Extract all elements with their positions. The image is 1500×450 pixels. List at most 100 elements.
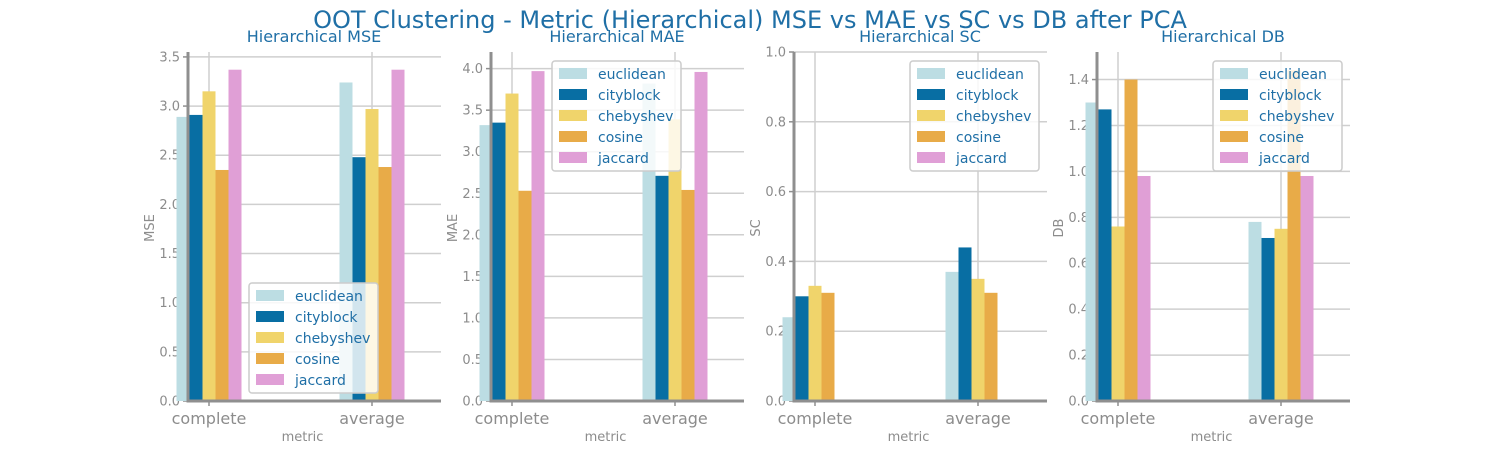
y-tick-label: 0.0 bbox=[765, 395, 786, 410]
legend-swatch-chebyshev bbox=[917, 110, 945, 121]
bar-euclidean-complete bbox=[1085, 102, 1099, 402]
y-axis-label: MSE bbox=[143, 214, 158, 242]
bar-cosine-average bbox=[984, 292, 998, 401]
bar-chebyshev-average bbox=[971, 278, 985, 401]
bar-jaccard-average bbox=[694, 71, 708, 401]
x-tick-label: average bbox=[945, 409, 1011, 428]
bar-cityblock-complete bbox=[795, 296, 809, 401]
legend-swatch-jaccard bbox=[559, 152, 587, 163]
y-axis-label: MAE bbox=[446, 214, 461, 242]
bar-euclidean-complete bbox=[782, 317, 796, 401]
legend-frame bbox=[551, 60, 682, 172]
legend: euclidean cityblock chebyshev cosine jaccard bbox=[551, 60, 682, 172]
legend-label-cosine: cosine bbox=[956, 130, 1001, 146]
legend-swatch-chebyshev bbox=[559, 110, 587, 121]
y-tick-label: 1.4 bbox=[1068, 73, 1089, 88]
legend-label-cityblock: cityblock bbox=[956, 88, 1019, 104]
legend: euclidean cityblock chebyshev cosine jaccard bbox=[248, 282, 379, 394]
legend-swatch-euclidean bbox=[256, 290, 284, 301]
figure-suptitle: OOT Clustering - Metric (Hierarchical) M… bbox=[313, 6, 1187, 34]
legend-label-cityblock: cityblock bbox=[598, 88, 661, 104]
bar-chebyshev-average bbox=[668, 119, 682, 402]
x-axis-label: metric bbox=[282, 430, 324, 445]
x-tick-label: complete bbox=[1081, 409, 1156, 428]
bar-chebyshev-complete bbox=[505, 93, 519, 402]
legend-label-cosine: cosine bbox=[295, 352, 340, 368]
bar-chebyshev-complete bbox=[808, 285, 822, 401]
legend-frame bbox=[909, 60, 1040, 172]
bar-euclidean-average bbox=[945, 271, 959, 401]
bar-chebyshev-complete bbox=[1111, 226, 1125, 401]
bar-euclidean-average bbox=[1248, 221, 1262, 401]
x-axis-label: metric bbox=[1191, 430, 1233, 445]
y-tick-label: 1.2 bbox=[1068, 119, 1089, 134]
y-tick-label: 2.5 bbox=[462, 187, 483, 202]
legend: euclidean cityblock chebyshev cosine jaccard bbox=[1212, 60, 1343, 172]
legend-label-jaccard: jaccard bbox=[1258, 151, 1310, 167]
panel-title: Hierarchical SC bbox=[859, 27, 981, 46]
legend-label-jaccard: jaccard bbox=[955, 151, 1007, 167]
legend-label-euclidean: euclidean bbox=[1259, 67, 1327, 83]
y-tick-label: 0.5 bbox=[462, 353, 483, 368]
bar-cityblock-complete bbox=[1098, 109, 1112, 402]
legend-swatch-cosine bbox=[559, 131, 587, 142]
y-tick-label: 0.8 bbox=[765, 115, 786, 130]
y-tick-label: 1.0 bbox=[765, 46, 786, 61]
x-tick-label: complete bbox=[778, 409, 853, 428]
legend-swatch-jaccard bbox=[1220, 152, 1248, 163]
y-tick-label: 2.0 bbox=[159, 198, 180, 213]
y-tick-label: 1.5 bbox=[462, 270, 483, 285]
x-axis-label: metric bbox=[585, 430, 627, 445]
y-tick-label: 0.5 bbox=[159, 345, 180, 360]
y-tick-label: 0.6 bbox=[765, 185, 786, 200]
bar-cosine-complete bbox=[821, 292, 835, 401]
bar-cosine-complete bbox=[1124, 79, 1138, 401]
legend-label-chebyshev: chebyshev bbox=[956, 109, 1031, 125]
bar-cosine-complete bbox=[215, 169, 229, 401]
legend-label-cityblock: cityblock bbox=[1259, 88, 1322, 104]
legend-label-euclidean: euclidean bbox=[956, 67, 1024, 83]
y-tick-label: 0.2 bbox=[1068, 349, 1089, 364]
y-tick-label: 2.5 bbox=[159, 149, 180, 164]
bar-jaccard-complete bbox=[1137, 175, 1151, 401]
x-tick-label: average bbox=[1248, 409, 1314, 428]
legend: euclidean cityblock chebyshev cosine jaccard bbox=[909, 60, 1040, 172]
y-tick-label: 1.0 bbox=[462, 311, 483, 326]
legend-swatch-cityblock bbox=[256, 311, 284, 322]
y-tick-label: 4.0 bbox=[462, 62, 483, 77]
legend-label-cityblock: cityblock bbox=[295, 310, 358, 326]
legend-swatch-cityblock bbox=[917, 89, 945, 100]
bar-cosine-average bbox=[681, 189, 695, 401]
chart-panel-mae: 0.0 0.5 1.0 1.5 2.0 2.5 3.0 3.5 4.0 complete avera… bbox=[446, 27, 744, 445]
legend-label-chebyshev: chebyshev bbox=[598, 109, 673, 125]
y-tick-label: 0.0 bbox=[462, 395, 483, 410]
legend-label-euclidean: euclidean bbox=[295, 289, 363, 305]
bar-jaccard-average bbox=[391, 69, 405, 402]
bar-chebyshev-average bbox=[1274, 228, 1288, 401]
y-tick-label: 2.0 bbox=[462, 228, 483, 243]
legend-label-cosine: cosine bbox=[598, 130, 643, 146]
y-axis-label: SC bbox=[749, 219, 764, 236]
y-tick-label: 0.2 bbox=[765, 325, 786, 340]
legend-swatch-chebyshev bbox=[256, 332, 284, 343]
chart-panel-sc: 0.0 0.2 0.4 0.6 0.8 1.0 complete average metric S… bbox=[749, 27, 1047, 445]
bar-cityblock-average bbox=[958, 247, 972, 401]
y-tick-label: 0.0 bbox=[1068, 395, 1089, 410]
y-tick-label: 1.0 bbox=[1068, 165, 1089, 180]
x-tick-label: average bbox=[339, 409, 405, 428]
bar-jaccard-complete bbox=[228, 69, 242, 402]
legend-swatch-cityblock bbox=[559, 89, 587, 100]
bar-euclidean-complete bbox=[479, 125, 493, 401]
legend-label-jaccard: jaccard bbox=[294, 373, 346, 389]
chart-panel-mse: 0.0 0.5 1.0 1.5 2.0 2.5 3.0 3.5 complete average m… bbox=[143, 27, 441, 445]
y-tick-label: 1.5 bbox=[159, 247, 180, 262]
y-tick-label: 0.0 bbox=[159, 395, 180, 410]
legend-frame bbox=[248, 282, 379, 394]
legend-swatch-euclidean bbox=[559, 68, 587, 79]
x-tick-label: complete bbox=[172, 409, 247, 428]
bar-jaccard-complete bbox=[531, 71, 545, 401]
legend-swatch-cosine bbox=[256, 353, 284, 364]
legend-swatch-cityblock bbox=[1220, 89, 1248, 100]
bar-cityblock-complete bbox=[189, 114, 203, 402]
